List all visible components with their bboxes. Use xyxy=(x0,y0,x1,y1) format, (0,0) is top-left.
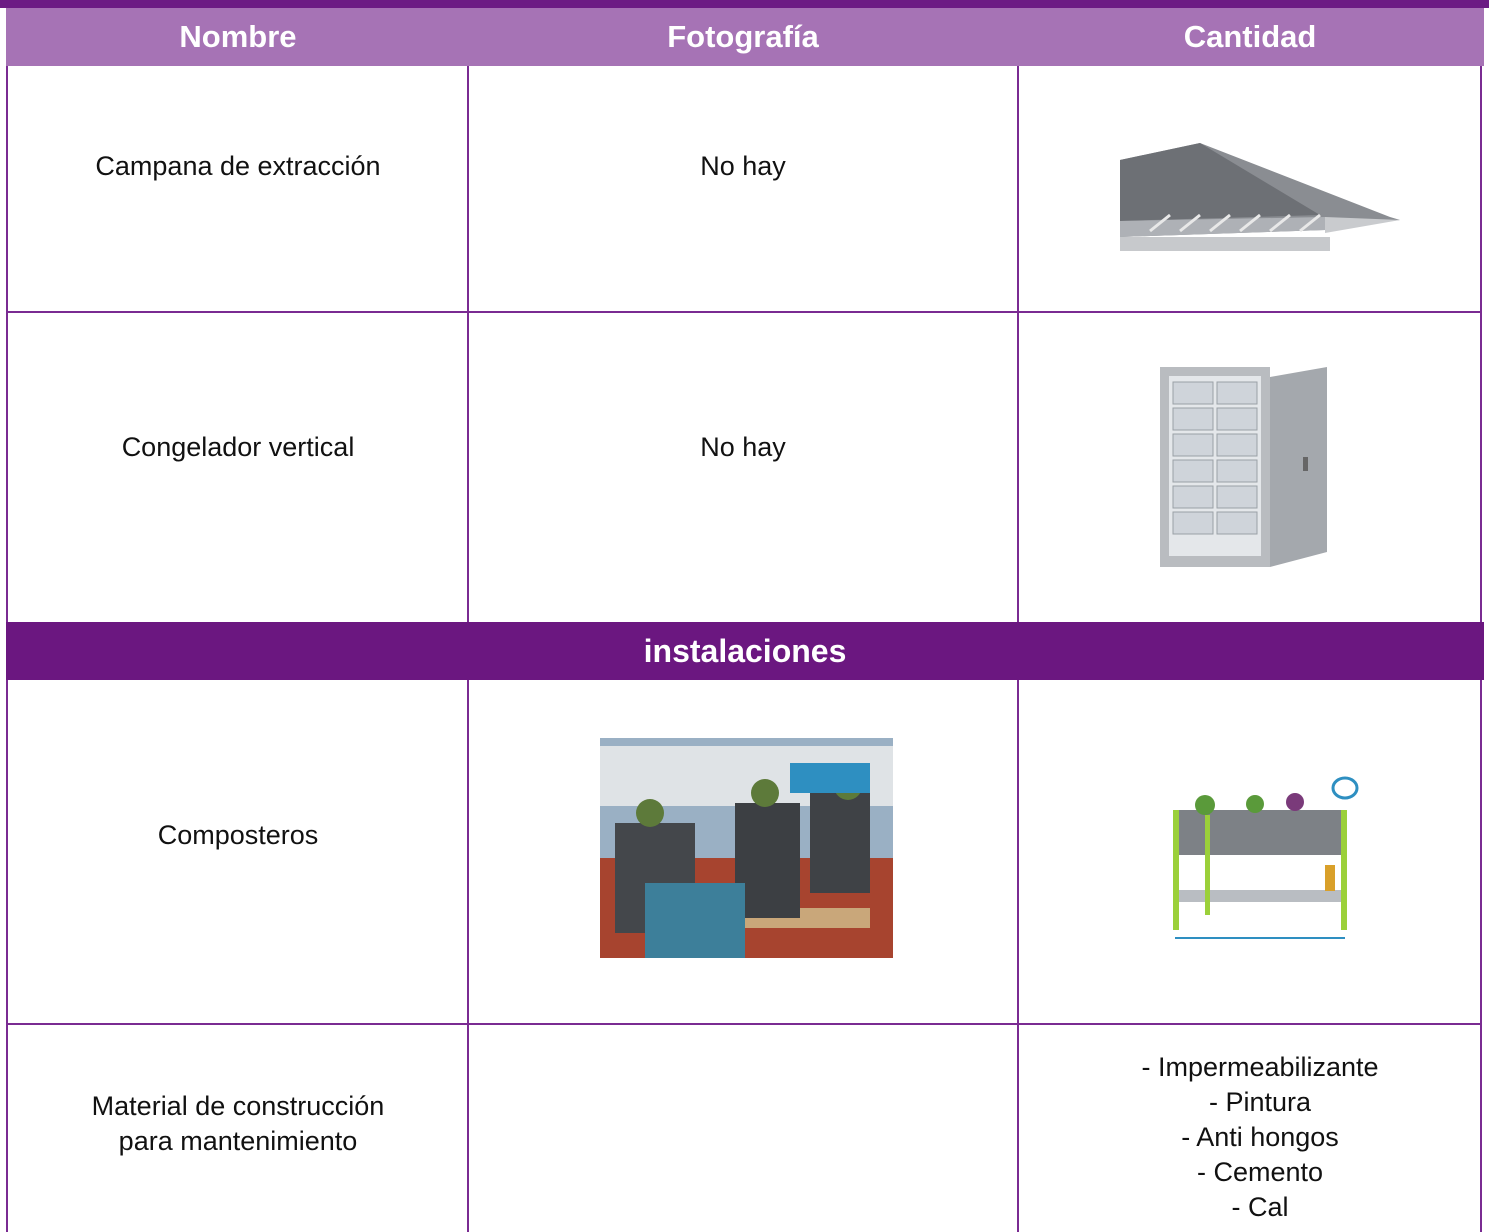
top-border xyxy=(0,0,1489,8)
border xyxy=(467,66,469,622)
column-header: Fotografía xyxy=(667,19,819,54)
photo-cell: No hay xyxy=(700,431,786,462)
name-cell: Congelador vertical xyxy=(121,431,355,462)
name-cell: Composteros xyxy=(157,819,319,850)
quantity-item: - Cal xyxy=(1231,1192,1289,1222)
border xyxy=(1017,66,1019,622)
border xyxy=(1480,66,1482,622)
border xyxy=(6,680,8,1232)
name-cell: Material de construcción para mantenimie… xyxy=(91,1091,385,1156)
quantity-item: - Impermeabilizante xyxy=(1141,1052,1379,1082)
planter-image xyxy=(1173,776,1359,939)
photo-cell: No hay xyxy=(700,150,786,181)
quantity-list: - Impermeabilizante - Pintura - Anti hongo… xyxy=(1018,1050,1489,1225)
quantity-item: - Cemento xyxy=(1196,1157,1324,1187)
freezer-image xyxy=(1160,367,1327,567)
hood-image xyxy=(1120,143,1400,251)
section-title: instalaciones xyxy=(643,632,847,669)
quantity-item: - Pintura xyxy=(1208,1087,1312,1117)
section-row xyxy=(6,622,1484,680)
compost-photo xyxy=(600,738,893,958)
border xyxy=(6,66,8,622)
border xyxy=(6,311,1482,313)
quantity-item: - Anti hongos xyxy=(1181,1122,1339,1152)
border xyxy=(1480,680,1482,1232)
column-header: Cantidad xyxy=(1183,19,1317,54)
header-row xyxy=(6,8,1484,66)
border xyxy=(467,680,469,1232)
border xyxy=(1017,680,1019,1232)
name-cell: Campana de extracción xyxy=(95,150,381,181)
border xyxy=(6,1023,1482,1025)
column-header: Nombre xyxy=(179,19,297,54)
